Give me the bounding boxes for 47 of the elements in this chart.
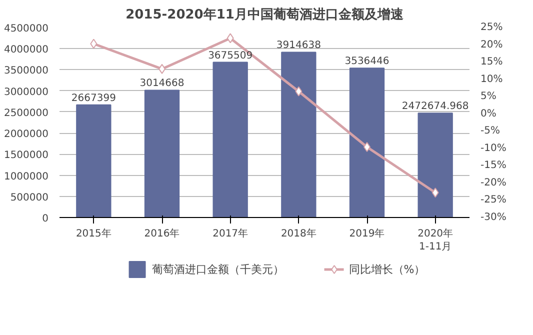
x-tick-label: 2019年 (349, 228, 385, 240)
y2-tick-label: -25% (480, 194, 506, 206)
y2-tick-label: 10% (480, 74, 503, 85)
bar (349, 68, 385, 218)
y-tick-label: 2000000 (4, 129, 49, 140)
y-tick-label: 4000000 (4, 44, 49, 56)
legend-label: 同比增长（%） (348, 262, 426, 276)
y2-tick-label: -15% (480, 160, 506, 172)
y2-tick-label: 15% (480, 56, 503, 68)
point (295, 86, 302, 96)
y2-tick-label: -20% (480, 177, 506, 188)
y2-tick-label: 0% (480, 108, 496, 120)
y-tick-label: 500000 (10, 192, 49, 204)
x-tick-label: 2016年 (144, 228, 180, 240)
y-tick-label: 4500000 (4, 24, 49, 34)
bar (281, 52, 316, 218)
data-label: 2667399 (71, 92, 116, 104)
bar (144, 90, 180, 218)
legend-label: 葡萄酒进口金额（千美元） (152, 262, 284, 276)
x-tick-label: 2018年 (280, 228, 316, 240)
x-tick-label: 2017年 (212, 228, 248, 240)
data-label: 3536446 (344, 56, 390, 68)
chart-title: 2015-2020年11月中国葡萄酒进口金额及增速 (126, 6, 404, 22)
point (226, 33, 234, 44)
data-label: 3914638 (276, 40, 321, 52)
data-label: 2472674.968 (402, 101, 469, 112)
bar (76, 104, 112, 218)
y-tick-label: 2500000 (4, 108, 49, 119)
data-label: 3014668 (140, 78, 184, 90)
y-tick-label: 3000000 (4, 86, 49, 98)
y2-tick-label: 5% (480, 91, 496, 102)
y-tick-label: 1500000 (4, 150, 49, 162)
y2-tick-label: -5% (480, 126, 500, 137)
point (432, 188, 439, 198)
y-tick-label: 3500000 (4, 66, 49, 77)
y2-tick-label: -10% (480, 142, 506, 154)
x-tick-label: 2020年 1-11月 (418, 228, 454, 253)
y-tick-label: 0 (42, 214, 49, 224)
y2-tick-label: 20% (480, 39, 503, 50)
point (90, 38, 98, 49)
y2-tick-label: 25% (480, 22, 503, 33)
y-tick-label: 1000000 (4, 171, 49, 182)
y2-tick-label: -30% (480, 212, 506, 223)
x-tick-label: 2015年 (76, 228, 112, 240)
bar (418, 112, 453, 218)
bar (212, 62, 248, 218)
data-label: 3675509 (208, 50, 253, 62)
